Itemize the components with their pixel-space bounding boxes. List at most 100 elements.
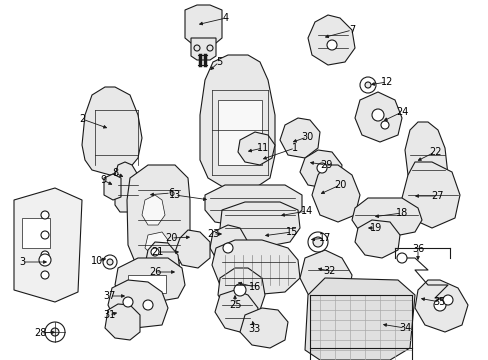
- Circle shape: [41, 271, 49, 279]
- Text: 33: 33: [247, 324, 260, 334]
- Polygon shape: [215, 290, 258, 332]
- Text: 14: 14: [300, 206, 312, 216]
- Text: 24: 24: [395, 107, 407, 117]
- Circle shape: [107, 259, 113, 265]
- Circle shape: [39, 254, 51, 266]
- Text: 25: 25: [228, 300, 241, 310]
- Polygon shape: [354, 220, 399, 258]
- Circle shape: [371, 109, 383, 121]
- Polygon shape: [218, 268, 264, 315]
- Bar: [22, 218, 50, 248]
- Text: 32: 32: [323, 266, 336, 276]
- Text: 7: 7: [348, 25, 354, 35]
- Text: 20: 20: [164, 233, 177, 243]
- Text: 1: 1: [291, 143, 298, 153]
- Polygon shape: [127, 165, 190, 272]
- Polygon shape: [142, 195, 164, 225]
- Text: 5: 5: [215, 57, 222, 67]
- Text: 10: 10: [91, 256, 103, 266]
- Polygon shape: [240, 308, 287, 348]
- Circle shape: [312, 237, 323, 247]
- Polygon shape: [351, 198, 421, 238]
- Circle shape: [151, 248, 159, 256]
- Text: 9: 9: [100, 175, 106, 185]
- Polygon shape: [108, 280, 168, 328]
- Polygon shape: [105, 304, 140, 340]
- Circle shape: [51, 328, 59, 336]
- Polygon shape: [354, 92, 401, 142]
- Polygon shape: [184, 5, 222, 48]
- Polygon shape: [104, 174, 121, 200]
- Polygon shape: [115, 258, 184, 302]
- Text: 17: 17: [318, 233, 330, 243]
- Polygon shape: [191, 38, 216, 60]
- Text: 6: 6: [167, 188, 174, 198]
- Circle shape: [103, 255, 117, 269]
- Circle shape: [142, 300, 153, 310]
- Circle shape: [41, 231, 49, 239]
- Polygon shape: [175, 230, 209, 268]
- Polygon shape: [218, 100, 262, 165]
- Polygon shape: [280, 118, 319, 158]
- Text: 16: 16: [248, 282, 261, 292]
- Polygon shape: [401, 162, 459, 228]
- Bar: [128, 275, 165, 293]
- Circle shape: [433, 299, 445, 311]
- Polygon shape: [212, 240, 299, 295]
- Text: 27: 27: [430, 191, 442, 201]
- Circle shape: [41, 251, 49, 259]
- Circle shape: [45, 322, 65, 342]
- Circle shape: [359, 77, 375, 93]
- Polygon shape: [209, 225, 247, 265]
- Circle shape: [396, 253, 406, 263]
- Text: 23: 23: [206, 229, 219, 239]
- Polygon shape: [145, 242, 180, 282]
- Circle shape: [380, 121, 388, 129]
- Circle shape: [307, 232, 327, 252]
- Text: 22: 22: [428, 147, 440, 157]
- Text: 3: 3: [19, 257, 25, 267]
- Circle shape: [123, 297, 133, 307]
- Polygon shape: [311, 165, 359, 222]
- Text: 15: 15: [285, 227, 298, 237]
- Text: 8: 8: [112, 168, 118, 178]
- Text: 31: 31: [102, 310, 115, 320]
- Circle shape: [364, 82, 370, 88]
- Circle shape: [206, 45, 213, 51]
- Polygon shape: [14, 188, 82, 302]
- Polygon shape: [115, 162, 138, 212]
- Circle shape: [326, 40, 336, 50]
- Text: 19: 19: [369, 223, 381, 233]
- Circle shape: [442, 295, 452, 305]
- Text: 18: 18: [395, 208, 407, 218]
- Polygon shape: [404, 122, 447, 198]
- Circle shape: [194, 45, 200, 51]
- Circle shape: [316, 163, 326, 173]
- Polygon shape: [220, 202, 299, 248]
- Polygon shape: [299, 150, 341, 188]
- Polygon shape: [299, 250, 351, 305]
- Text: 26: 26: [148, 267, 161, 277]
- Polygon shape: [145, 232, 168, 255]
- Text: 30: 30: [300, 132, 312, 142]
- Text: 34: 34: [398, 323, 410, 333]
- Text: 29: 29: [319, 160, 331, 170]
- Polygon shape: [238, 132, 274, 165]
- Text: 2: 2: [79, 114, 85, 124]
- Text: 37: 37: [103, 291, 116, 301]
- Text: 11: 11: [256, 143, 268, 153]
- Polygon shape: [414, 280, 467, 332]
- Text: 36: 36: [411, 244, 423, 254]
- Circle shape: [223, 243, 232, 253]
- Text: 20: 20: [333, 180, 346, 190]
- Polygon shape: [82, 87, 142, 175]
- Text: 4: 4: [223, 13, 228, 23]
- Text: 21: 21: [150, 247, 163, 257]
- Text: 12: 12: [380, 77, 392, 87]
- Text: 28: 28: [34, 328, 46, 338]
- Polygon shape: [200, 55, 274, 190]
- Circle shape: [234, 284, 245, 296]
- Polygon shape: [307, 15, 354, 65]
- Polygon shape: [204, 185, 302, 228]
- Circle shape: [41, 211, 49, 219]
